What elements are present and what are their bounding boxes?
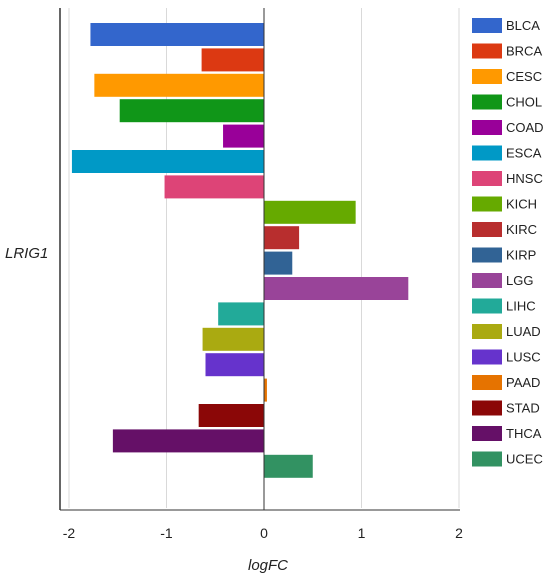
legend-swatch	[472, 145, 502, 161]
legend-label: THCA	[506, 426, 542, 441]
bar-cesc	[94, 73, 264, 97]
legend-swatch	[472, 324, 502, 339]
bar-chol	[119, 99, 264, 123]
legend-label: COAD	[506, 120, 544, 135]
legend-swatch	[472, 222, 502, 237]
legend-label: UCEC	[506, 452, 543, 467]
legend-label: KIRC	[506, 222, 537, 237]
legend-swatch	[472, 426, 502, 441]
legend-swatch	[472, 171, 502, 186]
bar-kirc	[264, 226, 300, 250]
bar-coad	[223, 124, 264, 148]
bar-lihc	[218, 302, 264, 326]
bar-stad	[198, 404, 264, 427]
legend-swatch	[472, 375, 502, 390]
legend-label: KIRP	[506, 248, 536, 263]
bar-blca	[90, 23, 264, 46]
bar-hnsc	[164, 175, 264, 199]
legend-swatch	[472, 273, 502, 288]
legend-swatch	[472, 196, 502, 212]
legend-label: KICH	[506, 197, 537, 212]
bar-kich	[264, 200, 356, 224]
legend-label: PAAD	[506, 375, 540, 390]
axes	[59, 8, 460, 511]
y-group-label: LRIG1	[5, 245, 48, 262]
x-tick-label: 1	[358, 525, 366, 541]
x-axis-title: logFC	[248, 557, 288, 574]
legend: BLCA BRCA CESC CHOL COAD ESCA HNSC KICH KIRC KIRP…	[472, 18, 544, 467]
bar-ucec	[264, 454, 313, 478]
legend-label: LUSC	[506, 350, 541, 365]
x-tick-label: 0	[260, 525, 268, 541]
legend-swatch	[472, 451, 502, 467]
legend-label: STAD	[506, 401, 540, 416]
bar-kirp	[264, 251, 293, 275]
bar-brca	[201, 48, 264, 72]
legend-label: LIHC	[506, 299, 536, 314]
x-tick-labels: -2 -1 0 1 2	[63, 525, 463, 541]
legend-swatch	[472, 400, 502, 416]
bar-lusc	[205, 353, 264, 377]
bar-luad	[202, 327, 264, 351]
legend-label: CHOL	[506, 95, 542, 110]
x-tick-label: -1	[160, 525, 173, 541]
legend-swatch	[472, 349, 502, 365]
x-tick-label: -2	[63, 525, 76, 541]
bars	[71, 23, 409, 478]
legend-swatch	[472, 18, 502, 33]
legend-swatch	[472, 120, 502, 135]
x-tick-label: 2	[455, 525, 463, 541]
legend-swatch	[472, 43, 502, 59]
legend-label: HNSC	[506, 171, 543, 186]
legend-label: ESCA	[506, 146, 542, 161]
legend-label: CESC	[506, 69, 542, 84]
legend-swatch	[472, 69, 502, 84]
legend-label: LUAD	[506, 324, 541, 339]
bar-thca	[112, 429, 264, 453]
bar-esca	[71, 150, 264, 173]
legend-swatch	[472, 298, 502, 314]
legend-label: BRCA	[506, 44, 542, 59]
legend-swatch	[472, 247, 502, 263]
legend-label: BLCA	[506, 18, 540, 33]
bar-paad	[264, 378, 267, 402]
bar-lgg	[264, 277, 409, 300]
legend-label: LGG	[506, 273, 533, 288]
legend-swatch	[472, 94, 502, 110]
